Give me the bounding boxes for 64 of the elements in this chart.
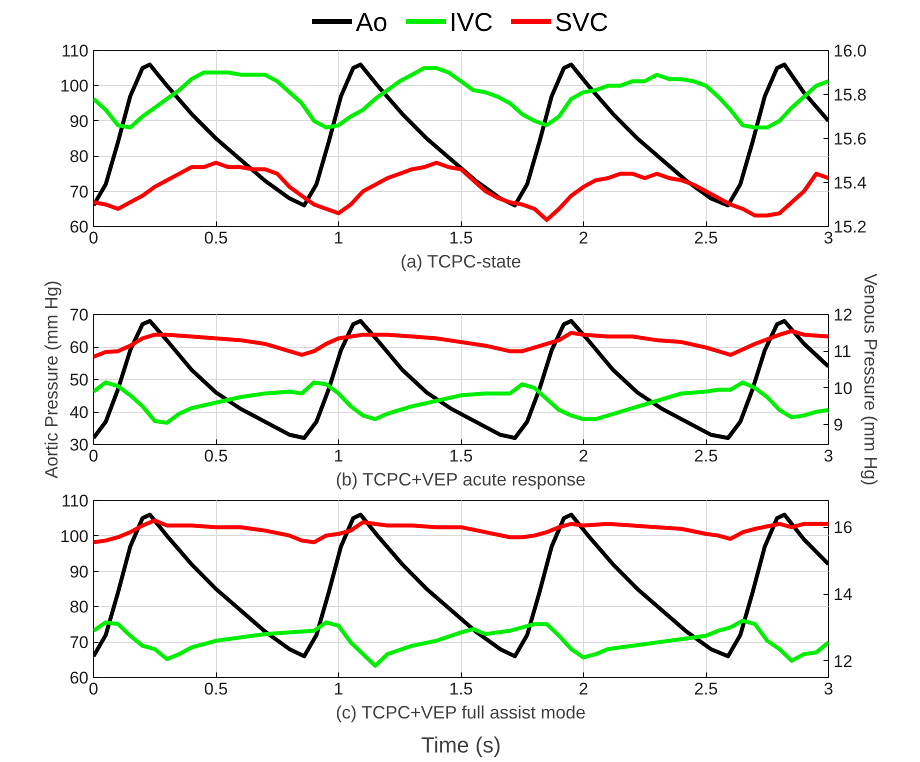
line-series (94, 329, 828, 359)
y2-tick-label: 15.8 (834, 86, 867, 104)
x-tick-label: 3 (824, 680, 834, 698)
y2-tick-label: 9 (834, 416, 843, 435)
x-axis-title: (c) TCPC+VEP full assist mode (336, 702, 586, 722)
x-tick-label: 3 (824, 446, 834, 466)
x-tick-label: 0 (88, 680, 98, 698)
y-tick-label: 30 (70, 436, 89, 454)
y-tick-label: 90 (70, 112, 89, 131)
x-tick-label: 0.5 (204, 228, 228, 248)
line-series (94, 380, 828, 425)
y-tick-label: 70 (70, 182, 89, 202)
y-tick-label: 70 (70, 306, 89, 324)
x-tick-label: 0 (88, 228, 98, 248)
legend-label: IVC (450, 6, 493, 38)
x-tick-label: 0.5 (204, 680, 228, 698)
y2-tick-label: 15.2 (834, 218, 867, 236)
y-tick-label: 80 (70, 147, 89, 166)
x-tick-label: 2 (578, 228, 588, 248)
x-tick-label: 2.5 (694, 680, 718, 698)
x-tick-label: 1.5 (449, 680, 473, 698)
line-series (94, 518, 828, 544)
legend-label: SVC (554, 6, 608, 38)
x-tick-label: 1.5 (449, 446, 473, 466)
x-tick-label: 2.5 (694, 446, 718, 466)
x-tick-label: 0.5 (204, 446, 228, 466)
y2-tick-label: 12 (834, 306, 852, 324)
y-tick-label: 110 (61, 42, 89, 60)
y-tick-label: 100 (60, 76, 89, 96)
y2-tick-label: 11 (834, 342, 852, 362)
y-tick-label: 60 (70, 668, 89, 688)
y-axis-title: Aortic Pressure (mm Hg) (42, 280, 62, 479)
y-tick-label: 40 (70, 403, 89, 422)
line-series (94, 618, 828, 668)
x-tick-label: 2.5 (694, 228, 718, 248)
y-tick-label: 70 (70, 633, 89, 652)
y2-tick-label: 14 (834, 585, 852, 604)
y2-tick-label: 15.4 (834, 174, 867, 192)
y-tick-label: 50 (70, 370, 89, 390)
x-tick-label: 0 (88, 446, 98, 466)
x-axis-title: (a) TCPC-state (400, 252, 522, 272)
y2-tick-label: 15.6 (834, 130, 867, 148)
x-tick-label: 1 (334, 446, 344, 466)
line-series (94, 160, 828, 222)
x-tick-label: 1 (334, 228, 344, 248)
x-tick-label: 2 (578, 680, 588, 698)
y2-tick-label: 16 (834, 518, 852, 538)
y2-tick-label: 16.0 (834, 42, 867, 60)
y2-tick-label: 10 (834, 378, 852, 398)
y-tick-label: 60 (70, 338, 89, 357)
text: Time (s) (421, 732, 501, 758)
x-tick-label: 1 (334, 680, 344, 698)
line-series (94, 66, 828, 130)
legend-label: Ao (356, 6, 388, 38)
x-axis-title: (b) TCPC+VEP acute response (336, 470, 586, 490)
y-tick-label: 100 (60, 526, 89, 546)
y-tick-label: 80 (70, 598, 89, 617)
x-tick-label: 3 (824, 228, 834, 248)
y-tick-label: 90 (70, 562, 89, 582)
y-tick-label: 110 (61, 492, 89, 510)
x-tick-label: 2 (578, 446, 588, 466)
y2-tick-label: 12 (834, 652, 852, 671)
x-tick-label: 1.5 (449, 228, 473, 248)
y-tick-label: 60 (70, 218, 89, 236)
